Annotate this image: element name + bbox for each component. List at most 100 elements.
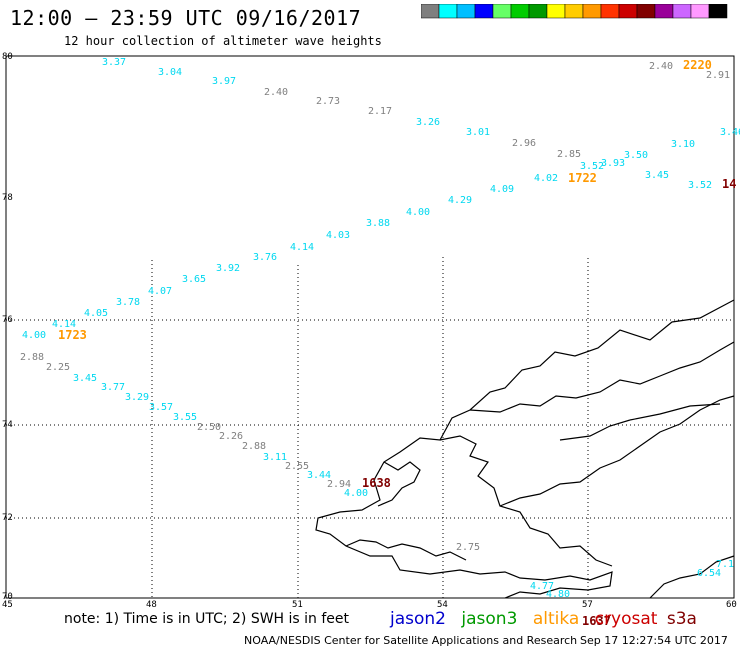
wave-height-label: 3.55 <box>173 412 197 423</box>
wave-height-label: 2.55 <box>285 461 309 472</box>
wave-height-label: 4.77 <box>530 581 554 592</box>
color-swatch <box>492 4 512 19</box>
color-swatch <box>600 4 620 19</box>
wave-height-label: 1723 <box>58 328 87 342</box>
wave-height-label: 3.37 <box>102 57 126 68</box>
wave-height-label: 2.85 <box>557 149 581 160</box>
wave-height-label: 4.09 <box>490 184 514 195</box>
wave-height-label: 4.80 <box>546 589 570 600</box>
wave-height-label: 2.40 <box>649 61 673 72</box>
legend-altika: altika <box>532 609 580 629</box>
wave-height-label: 3.92 <box>216 263 240 274</box>
wave-height-label: 3.46 <box>720 127 740 138</box>
wave-height-label: 1638 <box>362 476 391 490</box>
legend-cryosat: cryosat <box>594 609 658 629</box>
wave-height-label: 2.50 <box>197 422 221 433</box>
wave-height-label: 4.00 <box>406 207 430 218</box>
color-swatch <box>564 4 584 19</box>
color-swatch <box>546 4 566 19</box>
generation-timestamp: Sep 17 12:27:54 UTC 2017 <box>580 634 728 647</box>
wave-height-label: 3.01 <box>466 127 490 138</box>
wave-height-label: 3.45 <box>645 170 669 181</box>
lat-label-76: 76 <box>2 315 13 325</box>
legend-jason2: jason2 <box>390 609 446 629</box>
wave-height-label: 4.00 <box>22 330 46 341</box>
color-swatch <box>672 4 692 19</box>
wave-height-label: 2.17 <box>368 106 392 117</box>
wave-height-label: 4.02 <box>534 173 558 184</box>
legend-s3a: s3a <box>666 609 697 629</box>
wave-height-label: 3.44 <box>307 470 331 481</box>
color-swatch <box>438 4 458 19</box>
wave-height-label: 2.73 <box>316 96 340 107</box>
lon-label-54: 54 <box>437 600 448 610</box>
wave-height-label: 2.88 <box>20 352 44 363</box>
wave-height-label: 3.97 <box>212 76 236 87</box>
legend-jason3: jason3 <box>461 609 518 629</box>
wave-height-label: 2.25 <box>46 362 70 373</box>
wave-height-label: 3.77 <box>101 382 125 393</box>
wave-height-label: 4.14 <box>52 319 76 330</box>
graticule <box>6 257 734 598</box>
color-scale-swatches <box>421 4 728 19</box>
lon-label-45: 45 <box>2 600 13 610</box>
wave-height-label: 3.78 <box>116 297 140 308</box>
wave-height-label: 3.29 <box>125 392 149 403</box>
wave-height-label: 3.04 <box>158 67 182 78</box>
wave-height-label: 1722 <box>568 171 597 185</box>
wave-height-label: 4.05 <box>84 308 108 319</box>
lon-label-48: 48 <box>146 600 157 610</box>
color-scale-bar: 36912151821242730333639424570(ft) <box>421 4 728 19</box>
footer-note: note: 1) Time is in UTC; 2) SWH is in fe… <box>64 611 350 627</box>
wave-height-label: 4.29 <box>448 195 472 206</box>
color-swatch <box>654 4 674 19</box>
wave-height-label: 7.1 <box>716 559 734 570</box>
wave-height-label: 2.40 <box>264 87 288 98</box>
color-swatch <box>421 4 440 19</box>
wave-height-label: 2220 <box>683 58 712 72</box>
wave-height-label: 3.45 <box>73 373 97 384</box>
color-swatch <box>456 4 476 19</box>
color-swatch <box>690 4 710 19</box>
wave-height-label: 2.75 <box>456 542 480 553</box>
color-swatch <box>510 4 530 19</box>
wave-height-label: 2.88 <box>242 441 266 452</box>
wave-height-label: 14 <box>722 177 736 191</box>
wave-height-label: 1637 <box>582 614 611 628</box>
wave-height-label: 6.54 <box>697 568 721 579</box>
wave-height-label: 3.11 <box>263 452 287 463</box>
map-frame <box>5 55 735 599</box>
lon-label-60: 60 <box>726 600 737 610</box>
wave-height-label: 3.10 <box>671 139 695 150</box>
wave-height-label: 2.96 <box>512 138 536 149</box>
wave-height-label: 4.00 <box>344 488 368 499</box>
map-title: 12:00 — 23:59 UTC 09/16/2017 <box>10 6 362 30</box>
color-swatch <box>636 4 656 19</box>
wave-height-label: 3.50 <box>624 150 648 161</box>
lat-label-80: 80 <box>2 52 13 62</box>
map-subtitle: 12 hour collection of altimeter wave hei… <box>64 34 382 48</box>
wave-height-points: 3.37 3.04 3.97 2.40 2.73 2.17 3.26 3.01 2.96 2.85… <box>20 57 740 628</box>
wave-height-label: 3.52 <box>580 161 604 172</box>
color-swatch <box>582 4 602 19</box>
wave-height-label: 4.14 <box>290 242 314 253</box>
wave-height-label: 2.94 <box>327 479 351 490</box>
credit-line: NOAA/NESDIS Center for Satellite Applica… <box>244 634 578 647</box>
lat-label-74: 74 <box>2 420 13 430</box>
coastline <box>315 299 735 599</box>
color-swatch <box>474 4 494 19</box>
color-swatch <box>528 4 548 19</box>
wave-height-label: 2.26 <box>219 431 243 442</box>
wave-height-label: 3.52 <box>688 180 712 191</box>
lat-label-78: 78 <box>2 193 13 203</box>
lon-label-51: 51 <box>292 600 303 610</box>
lat-label-70: 70 <box>2 592 13 602</box>
satellite-legend: jason2 jason3 altika cryosat s3a <box>390 609 707 629</box>
wave-height-label: 3.65 <box>182 274 206 285</box>
wave-height-label: 4.07 <box>148 286 172 297</box>
wave-height-label: 3.88 <box>366 218 390 229</box>
color-swatch <box>618 4 638 19</box>
wave-height-label: 3.57 <box>149 402 173 413</box>
wave-height-label: 4.03 <box>326 230 350 241</box>
